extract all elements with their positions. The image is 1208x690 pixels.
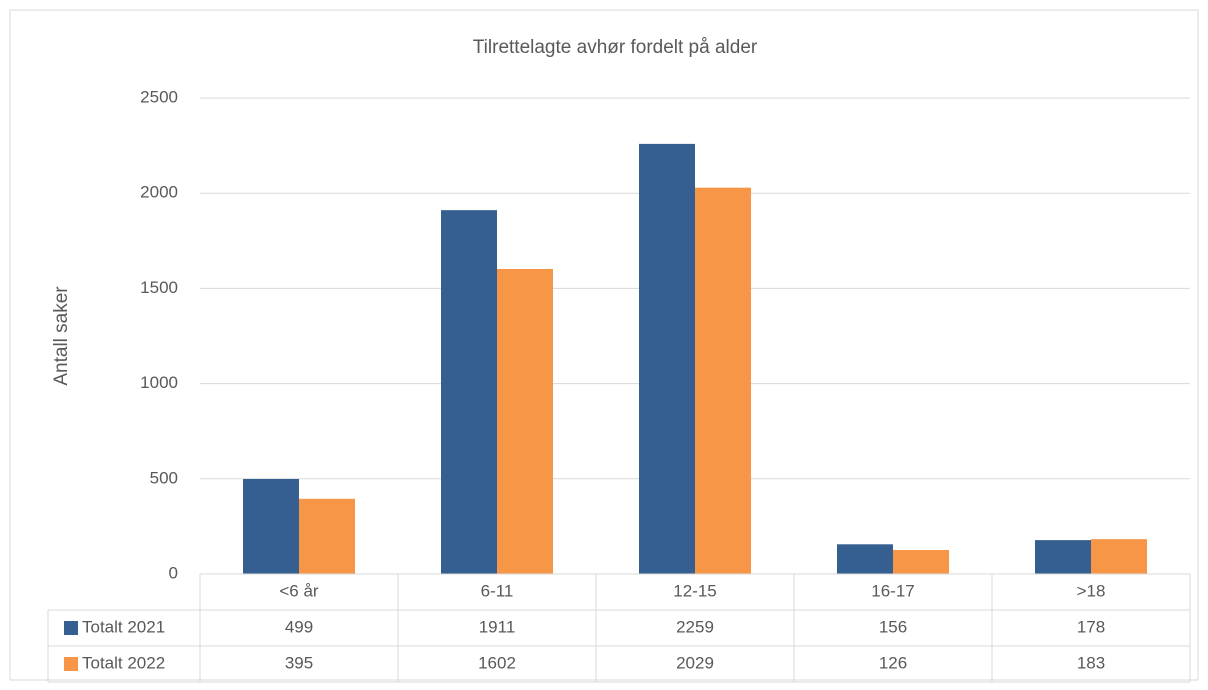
- x-tick-label: 16-17: [871, 581, 914, 600]
- table-value: 1911: [479, 617, 516, 636]
- bar: [441, 210, 497, 574]
- table-value: 2259: [676, 617, 714, 636]
- legend-label: Totalt 2022: [82, 653, 165, 672]
- table-value: 499: [285, 617, 313, 636]
- bar: [1091, 539, 1147, 574]
- y-tick-label: 1000: [140, 373, 178, 392]
- bar: [837, 544, 893, 574]
- legend-swatch: [64, 657, 78, 671]
- legend-label: Totalt 2021: [82, 617, 165, 636]
- x-tick-label: <6 år: [279, 581, 319, 600]
- table-value: 2029: [676, 653, 714, 672]
- y-tick-label: 2000: [140, 183, 178, 202]
- bar: [497, 268, 553, 574]
- bar: [243, 478, 299, 574]
- chart-border: [9, 9, 1199, 681]
- bar: [1035, 540, 1091, 574]
- table-value: 395: [285, 653, 313, 672]
- y-tick-label: 500: [150, 468, 178, 487]
- x-tick-label: 12-15: [673, 581, 716, 600]
- legend-swatch: [64, 621, 78, 635]
- y-tick-label: 1500: [140, 278, 178, 297]
- x-tick-label: >18: [1077, 581, 1106, 600]
- table-value: 178: [1077, 617, 1105, 636]
- table-value: 156: [879, 617, 907, 636]
- table-value: 183: [1077, 653, 1105, 672]
- bar: [299, 498, 355, 574]
- table-value: 1602: [478, 653, 516, 672]
- y-tick-label: 0: [169, 563, 178, 582]
- chart-title: Tilrettelagte avhør fordelt på alder: [473, 37, 758, 58]
- y-tick-label: 2500: [140, 87, 178, 106]
- bar: [639, 143, 695, 574]
- table-value: 126: [879, 653, 907, 672]
- bar: [893, 550, 949, 574]
- y-axis-label: Antall saker: [51, 286, 72, 386]
- x-tick-label: 6-11: [481, 581, 514, 600]
- bar: [695, 187, 751, 574]
